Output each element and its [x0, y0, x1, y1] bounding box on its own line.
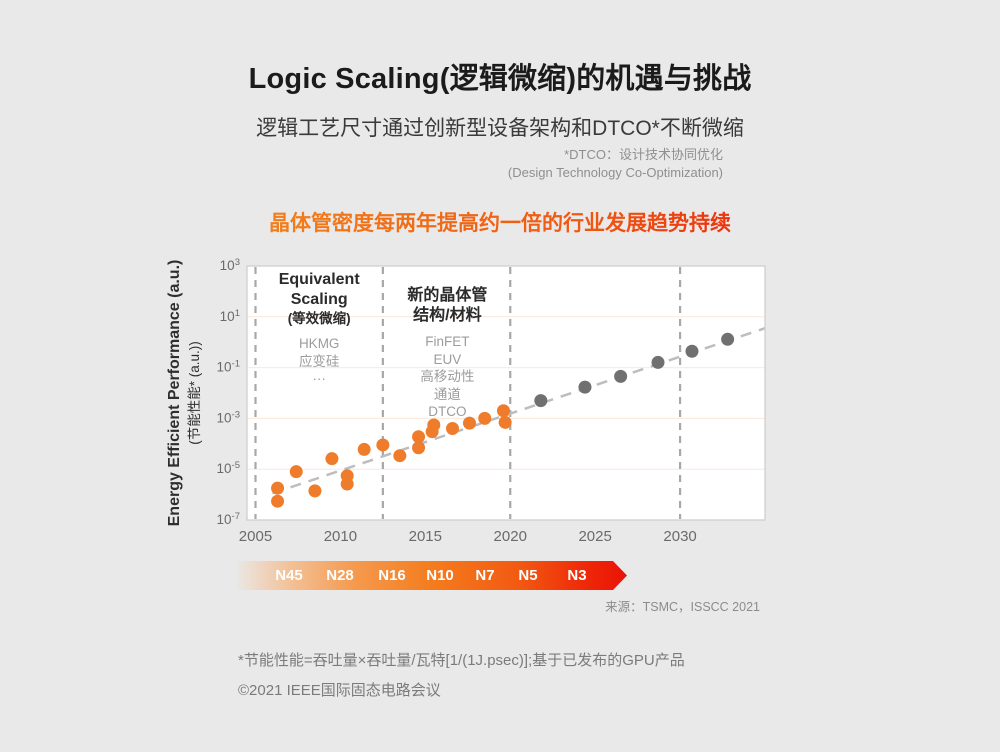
page-subtitle: 逻辑工艺尺寸通过创新型设备架构和DTCO*不断微缩 [256, 117, 744, 140]
dtco-footnote-line1: *DTCO：设计技术协同优化 [564, 147, 723, 162]
process-node-n10: N10 [426, 567, 454, 584]
data-point-orange-historical [308, 484, 322, 498]
process-node-n7: N7 [475, 567, 495, 584]
dtco-footnote-line2: (Design Technology Co-Optimization) [507, 164, 723, 180]
data-point-orange-historical [412, 430, 426, 444]
x-tick-label: 2025 [578, 528, 611, 545]
process-node-n5: N5 [518, 567, 538, 584]
x-tick-label: 2020 [494, 528, 527, 545]
data-point-orange-historical [340, 477, 354, 491]
process-node-roadmap-arrow: N45 N28 N16 N10 N7 N5 N3 [237, 561, 627, 590]
y-axis-label-cn: (节能性能* (a.u.)) [187, 341, 202, 445]
data-point-grey-projected [651, 355, 665, 369]
process-node-n45: N45 [275, 567, 303, 584]
data-point-orange-historical [496, 404, 510, 418]
scaling-trend-chart: 2005 2010 2015 2020 2025 2030 103 101 10-1 10-3 10… [217, 257, 766, 545]
data-point-orange-historical [289, 465, 303, 479]
data-point-grey-projected [578, 380, 592, 394]
data-point-orange-historical [462, 416, 476, 430]
key-message: 晶体管密度每两年提高约一倍的行业发展趋势持续 [0, 207, 1000, 237]
copyright-note: ©2021 IEEE国际固态电路会议 [238, 682, 441, 699]
data-point-grey-projected [721, 332, 735, 346]
dtco-footnote: *DTCO：设计技术协同优化 (Design Technology Co-Opt… [508, 146, 723, 181]
y-tick-label: 101 [220, 308, 240, 324]
y-tick-label: 10-7 [217, 511, 240, 527]
x-tick-label: 2015 [409, 528, 442, 545]
data-point-orange-historical [376, 438, 390, 452]
metric-footnote: *节能性能=吞吐量×吞吐量/瓦特[1/(1J.psec)];基于已发布的GPU产… [238, 652, 685, 669]
data-point-orange-historical [271, 481, 285, 495]
y-tick-label: 10-3 [217, 409, 240, 425]
process-node-n16: N16 [378, 567, 406, 584]
x-tick-label: 2030 [663, 528, 696, 545]
data-point-orange-historical [412, 441, 426, 455]
data-point-orange-historical [446, 422, 460, 436]
data-point-orange-historical [271, 494, 285, 508]
data-point-orange-historical [325, 452, 339, 466]
x-tick-label: 2005 [239, 528, 272, 545]
source-credit: 来源：TSMC，ISSCC 2021 [605, 600, 760, 614]
data-point-orange-historical [427, 418, 441, 432]
data-point-grey-projected [685, 344, 699, 358]
data-point-orange-historical [393, 449, 407, 463]
data-point-grey-projected [614, 369, 628, 383]
process-node-n3: N3 [567, 567, 587, 584]
y-tick-label: 10-1 [217, 359, 240, 375]
x-tick-label: 2010 [324, 528, 357, 545]
trend-line [272, 327, 766, 495]
y-axis-label: Energy Efficient Performance (a.u.) (节能性… [164, 233, 210, 553]
data-point-grey-projected [534, 394, 548, 408]
page-title: Logic Scaling(逻辑微缩)的机遇与挑战 [248, 63, 752, 95]
data-point-orange-historical [498, 415, 512, 429]
data-point-orange-historical [478, 411, 492, 425]
process-node-n28: N28 [326, 567, 354, 584]
plot-border [246, 265, 766, 521]
data-point-orange-historical [357, 442, 371, 456]
y-axis-label-en: Energy Efficient Performance (a.u.) [166, 259, 183, 527]
y-tick-label: 10-5 [217, 460, 240, 476]
plot-area [247, 266, 765, 520]
y-tick-label: 103 [220, 257, 240, 273]
